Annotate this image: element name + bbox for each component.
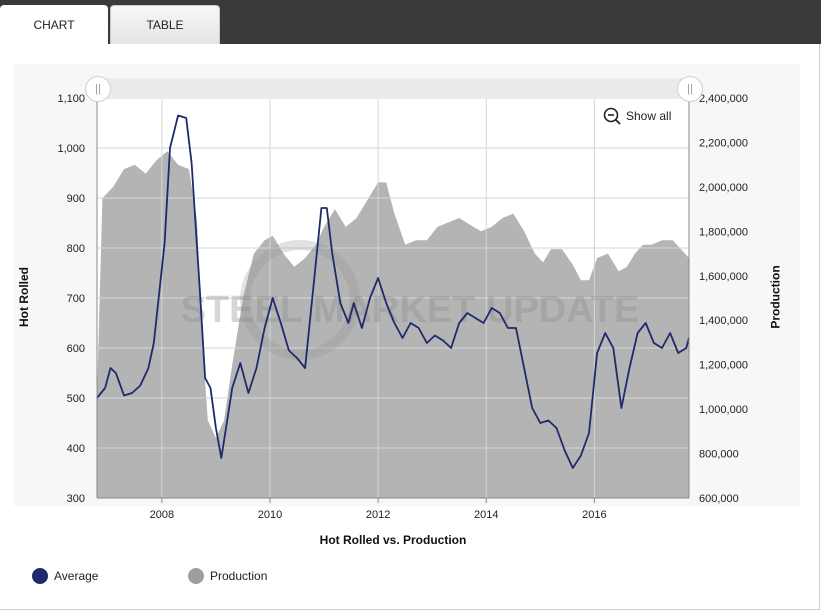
y-left-tick-label: 800 [67, 243, 85, 255]
legend-label-production: Production [210, 569, 268, 583]
legend-item-average[interactable]: Average [32, 568, 98, 584]
chart-title: Hot Rolled vs. Production [319, 533, 467, 547]
y-right-tick-label: 1,400,000 [699, 315, 748, 327]
tab-chart[interactable]: CHART [0, 5, 108, 44]
watermark-logo [240, 240, 360, 360]
y-right-tick-label: 1,000,000 [699, 404, 748, 416]
y-left-tick-label: 400 [67, 443, 85, 455]
y-left-tick-label: 900 [67, 193, 85, 205]
y-right-tick-label: 2,400,000 [699, 93, 748, 105]
average-line [96, 114, 690, 469]
y-left-tick-label: 1,000 [57, 143, 85, 155]
x-tick-label: 2016 [582, 509, 606, 521]
range-scrollbar[interactable] [97, 78, 690, 99]
y-axis-right-title: Production [768, 265, 783, 329]
y-right-tick-label: 1,200,000 [699, 360, 748, 372]
y-left-tick-label: 700 [67, 293, 85, 305]
x-tick-label: 2010 [258, 509, 282, 521]
y-right-tick-label: 2,000,000 [699, 182, 748, 194]
tab-table[interactable]: TABLE [110, 5, 220, 44]
x-tick-label: 2014 [474, 509, 498, 521]
y-right-tick-label: 600,000 [699, 493, 739, 505]
show-all-button[interactable]: Show all [603, 106, 671, 126]
show-all-label: Show all [626, 109, 672, 123]
y-left-tick-label: 1,100 [57, 93, 85, 105]
zoom-out-icon [603, 107, 621, 125]
production-area [97, 151, 689, 499]
y-right-tick-label: 1,800,000 [699, 226, 748, 238]
range-handle-right[interactable]: || [677, 76, 703, 102]
legend-item-production[interactable]: Production [188, 568, 267, 584]
y-right-tick-label: 1,600,000 [699, 271, 748, 283]
legend-label-average: Average [54, 569, 99, 583]
legend-marker-average [32, 568, 48, 584]
y-axis-left-title: Hot Rolled [17, 267, 31, 327]
x-tick-label: 2008 [150, 509, 174, 521]
x-tick-label: 2012 [366, 509, 390, 521]
legend-marker-production [188, 568, 204, 584]
y-left-tick-label: 500 [67, 393, 85, 405]
y-right-tick-label: 2,200,000 [699, 137, 748, 149]
y-right-tick-label: 800,000 [699, 449, 739, 461]
range-handle-left[interactable]: || [85, 76, 111, 102]
y-left-tick-label: 300 [67, 493, 85, 505]
y-left-tick-label: 600 [67, 343, 85, 355]
